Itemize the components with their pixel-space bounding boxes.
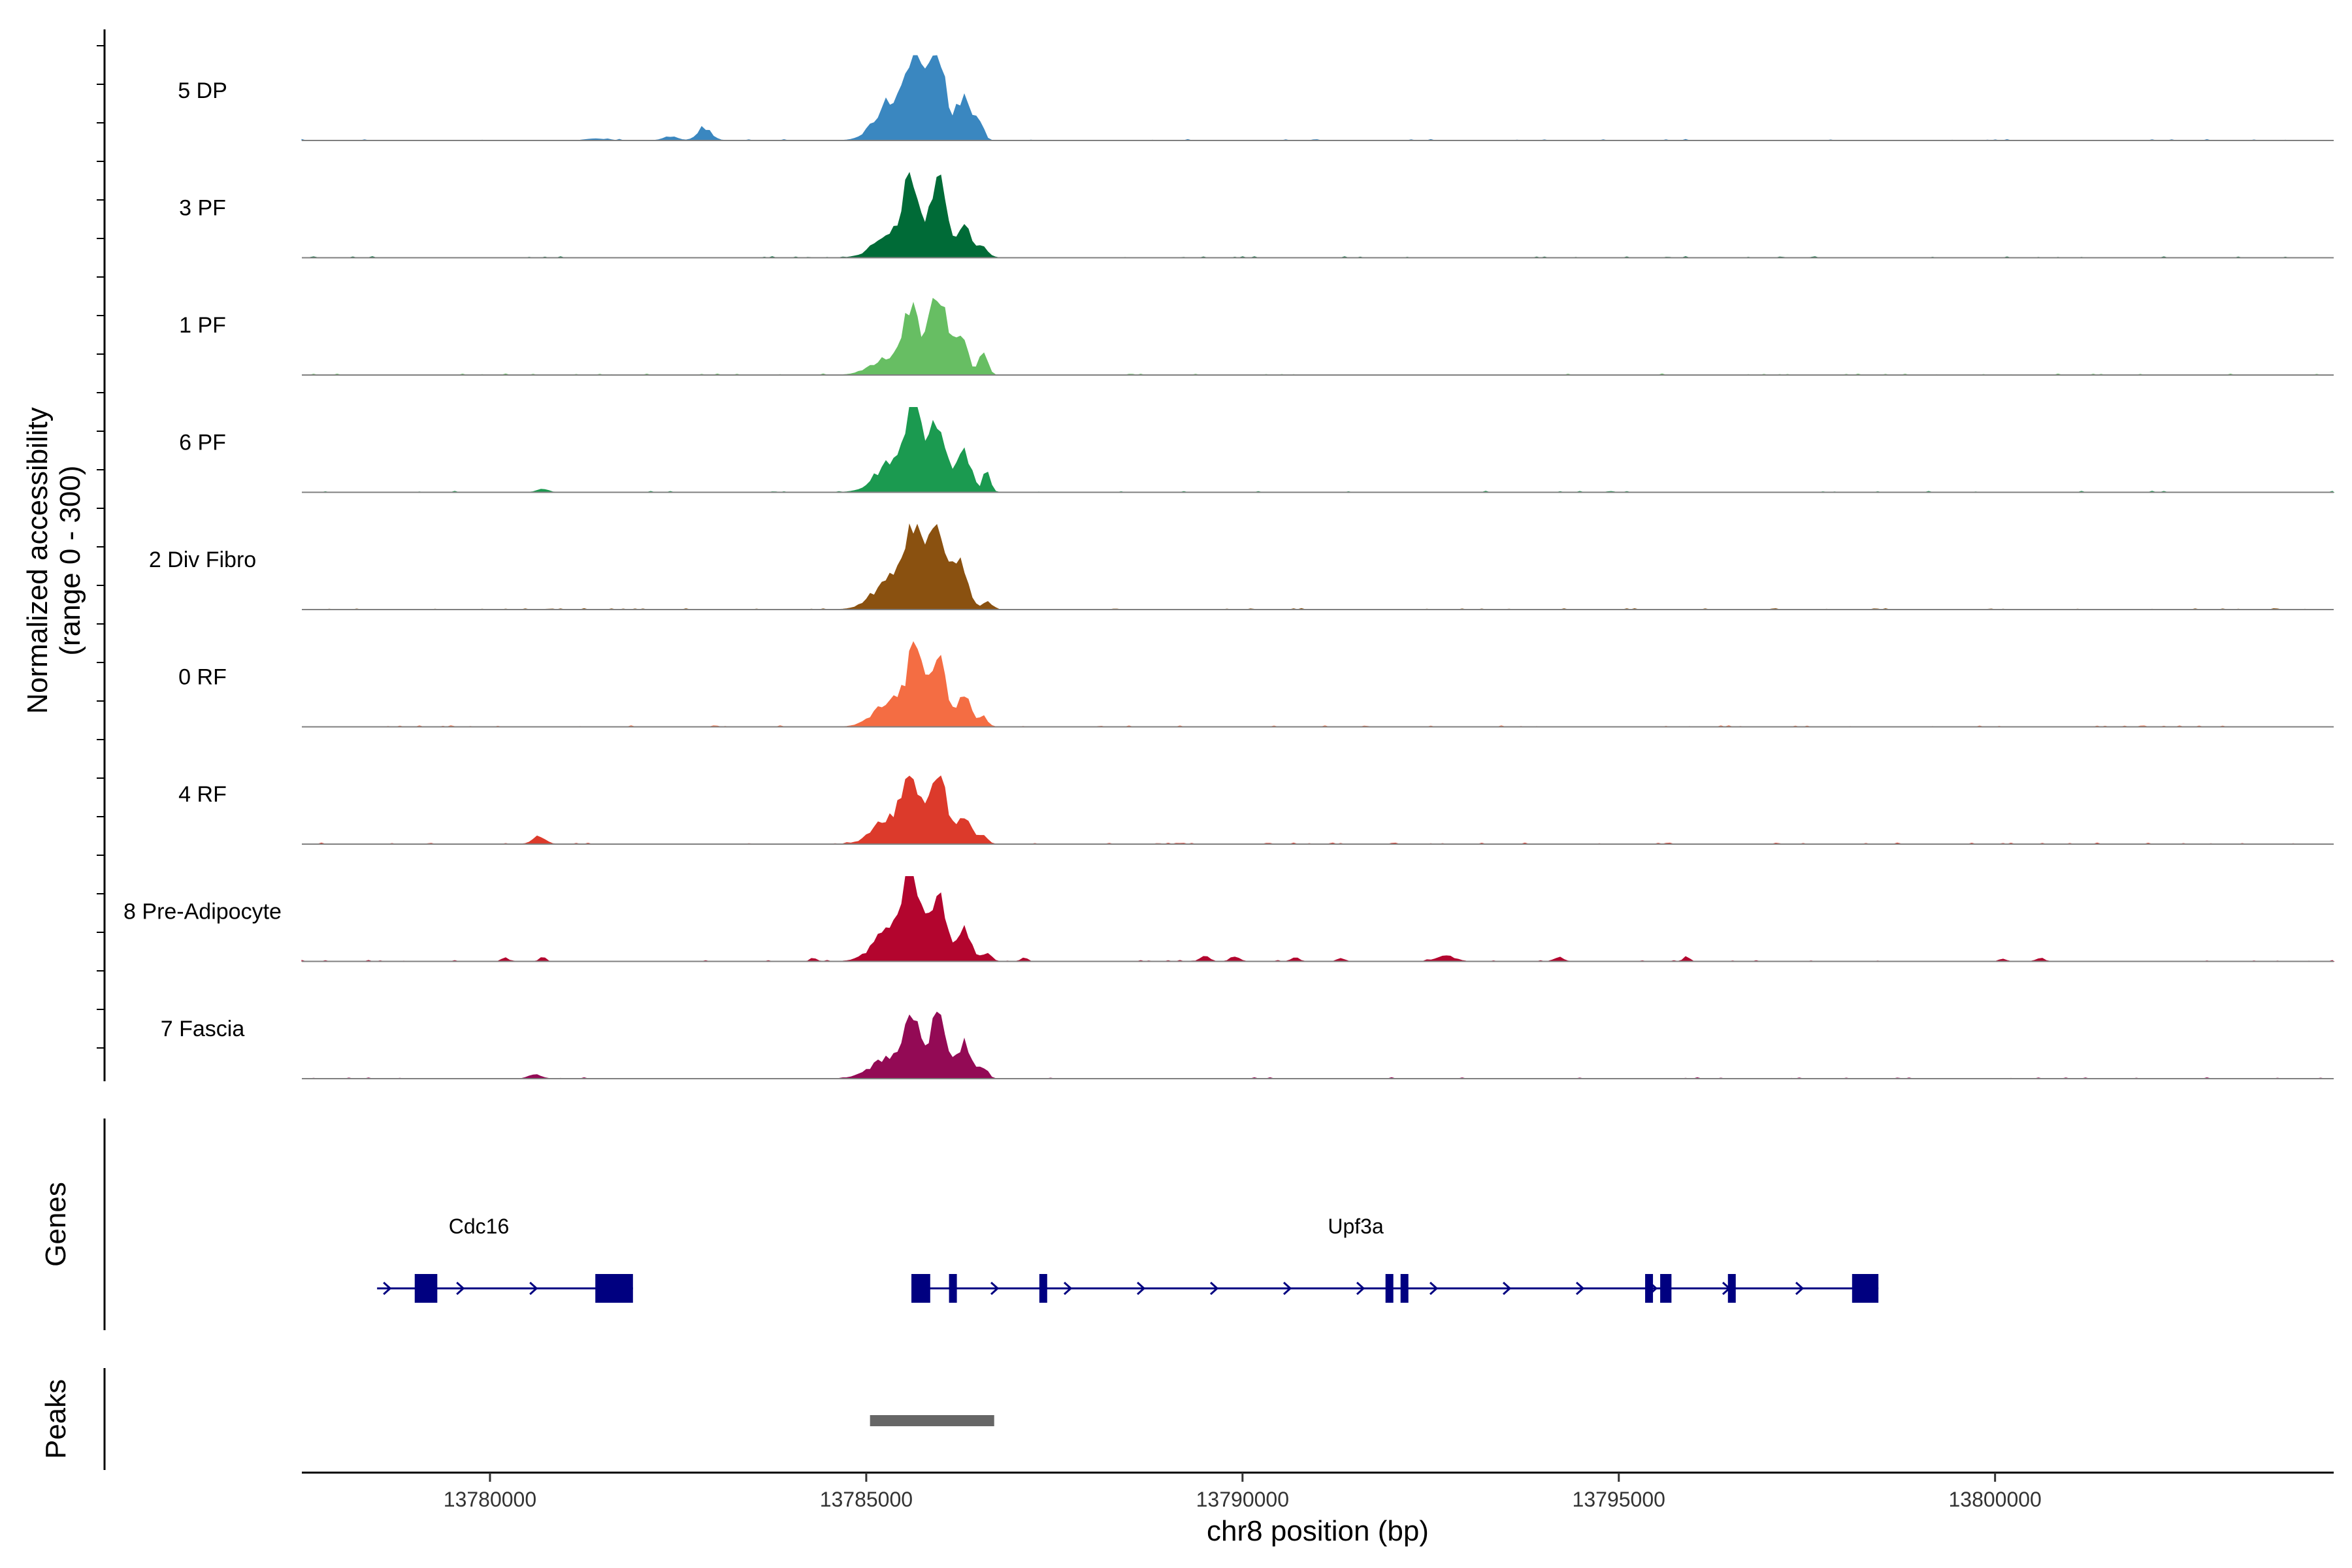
- coverage-area: [302, 297, 2334, 376]
- coverage-area: [302, 641, 2334, 728]
- track-label: 7 Fascia: [161, 1017, 245, 1041]
- strand-arrow: [1356, 1281, 1365, 1296]
- strand-arrow: [990, 1281, 1000, 1296]
- track-label: 3 PF: [179, 196, 226, 221]
- coverage-area: [301, 876, 2335, 962]
- coverage-area: [302, 523, 2334, 610]
- gene-annotation-track: Cdc16 Upf3a: [377, 1215, 1879, 1303]
- strand-arrow: [1429, 1281, 1439, 1296]
- track-label: 1 PF: [179, 313, 226, 338]
- genes-track-title: Genes: [40, 1182, 72, 1267]
- x-axis-title: chr8 position (bp): [1207, 1515, 1429, 1547]
- track-label: 0 RF: [178, 665, 227, 690]
- coverage-area: [302, 775, 2334, 845]
- exon: [911, 1274, 930, 1303]
- exon: [414, 1274, 438, 1303]
- strand-arrow: [1136, 1281, 1146, 1296]
- y-axis-title-line2: (range 0 - 300): [54, 465, 86, 655]
- coverage-tracks: 5 DP 3 PF 1 PF 6 PF 2 Div Fibro 0 RF 4 RF 8 Pre…: [123, 55, 2335, 1079]
- y-axis-title: Normalized accessibility (range 0 - 300): [22, 407, 86, 713]
- exon: [949, 1274, 957, 1303]
- exon: [1385, 1274, 1394, 1303]
- strand-arrow: [1795, 1281, 1805, 1296]
- coverage-area: [301, 55, 2334, 141]
- x-tick-label: 13780000: [444, 1488, 536, 1511]
- track-6-pf: 6 PF: [179, 407, 2335, 493]
- exon: [595, 1274, 633, 1303]
- x-tick-label: 13790000: [1196, 1488, 1289, 1511]
- x-tick-label: 13785000: [820, 1488, 913, 1511]
- track-4-rf: 4 RF: [178, 775, 2334, 845]
- coverage-area: [302, 407, 2335, 493]
- peaks-track-title: Peaks: [40, 1379, 72, 1459]
- x-tick-label: 13795000: [1573, 1488, 1665, 1511]
- exon: [1660, 1274, 1672, 1303]
- track-3-pf: 3 PF: [179, 172, 2334, 259]
- gene-cdc16: Cdc16: [377, 1215, 633, 1303]
- strand-arrow: [383, 1281, 392, 1296]
- coverage-area: [302, 1011, 2334, 1079]
- strand-arrow: [1063, 1281, 1073, 1296]
- gene-label: Upf3a: [1328, 1215, 1384, 1238]
- x-tick-label: 13800000: [1948, 1488, 2041, 1511]
- exon: [1852, 1274, 1879, 1303]
- strand-arrow: [456, 1281, 465, 1296]
- track-label: 2 Div Fibro: [149, 547, 256, 572]
- track-5-dp: 5 DP: [178, 55, 2334, 141]
- track-label: 6 PF: [179, 431, 226, 455]
- coverage-axis-ticks: [97, 45, 105, 1049]
- track-8-pre-adipocyte: 8 Pre-Adipocyte: [123, 876, 2335, 962]
- track-label: 4 RF: [178, 782, 227, 807]
- y-axis-title-line1: Normalized accessibility: [22, 407, 54, 713]
- strand-arrow: [1502, 1281, 1512, 1296]
- strand-arrow: [1575, 1281, 1585, 1296]
- track-label: 5 DP: [178, 78, 227, 103]
- track-7-fascia: 7 Fascia: [161, 1011, 2334, 1079]
- track-2-div-fibro: 2 Div Fibro: [149, 523, 2334, 610]
- gene-upf3a: Upf3a: [911, 1215, 1879, 1303]
- track-label: 8 Pre-Adipocyte: [123, 900, 282, 924]
- track-0-rf: 0 RF: [178, 641, 2334, 728]
- exon: [1400, 1274, 1409, 1303]
- coverage-area: [302, 172, 2334, 259]
- strand-arrow: [1209, 1281, 1219, 1296]
- exon: [1727, 1274, 1736, 1303]
- x-axis-ticks: 13780000 13785000 13790000 13795000 13800000: [444, 1473, 2042, 1511]
- peak-region: [870, 1415, 994, 1426]
- peak-region-track: [870, 1415, 994, 1426]
- gene-label: Cdc16: [449, 1215, 510, 1238]
- strand-arrow: [1282, 1281, 1292, 1296]
- exon: [1039, 1274, 1047, 1303]
- exon: [1645, 1274, 1654, 1303]
- track-1-pf: 1 PF: [179, 297, 2334, 376]
- strand-arrow: [529, 1281, 538, 1296]
